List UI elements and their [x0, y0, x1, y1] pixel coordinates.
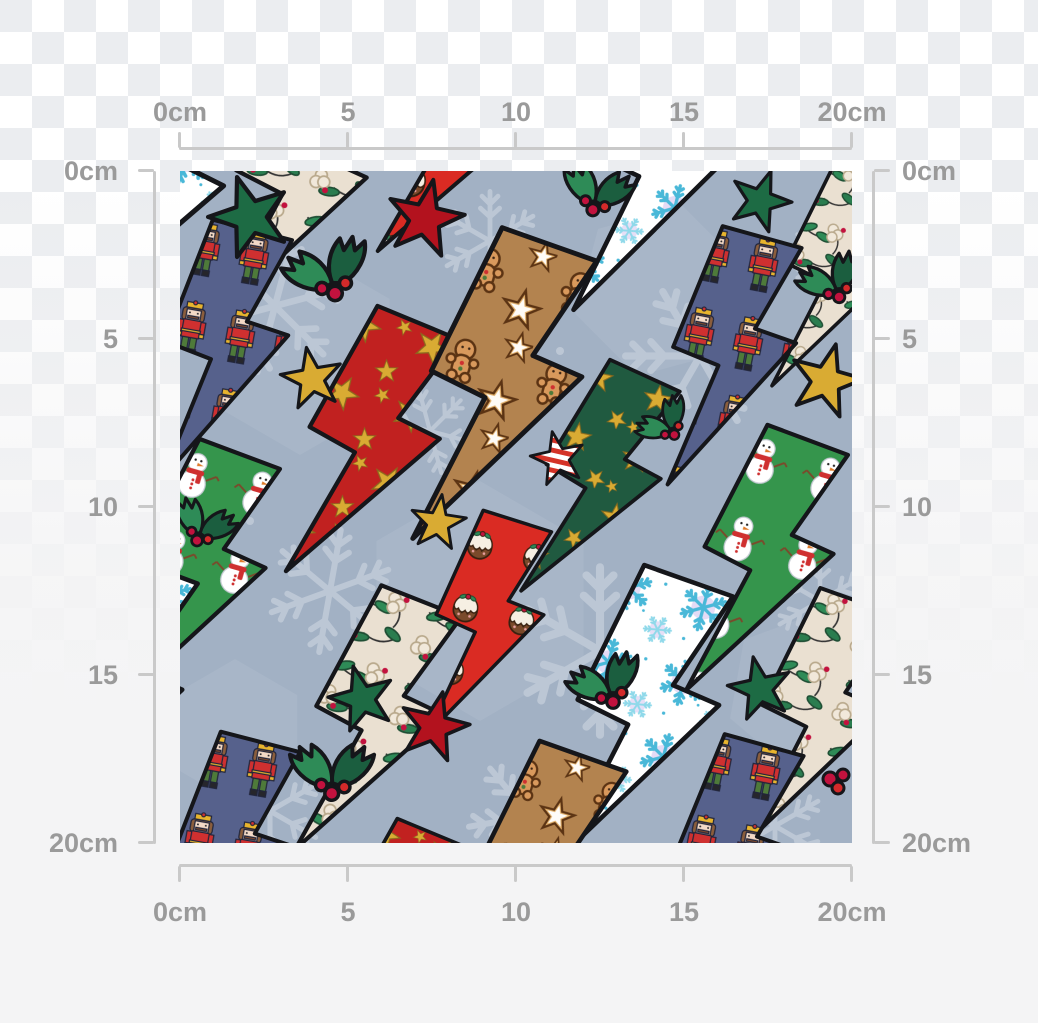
- ruler-tick: [138, 673, 154, 676]
- ruler-top-label: 5: [340, 97, 356, 127]
- ruler-tick: [850, 132, 853, 148]
- fabric-swatch: [180, 171, 852, 843]
- ruler-left-label: 10: [87, 492, 118, 522]
- ruler-right-label: 0cm: [902, 156, 957, 186]
- fabric-pattern-image: [180, 171, 852, 843]
- ruler-tick: [514, 132, 517, 148]
- ruler-tick: [346, 132, 349, 148]
- ruler-tick: [178, 866, 181, 882]
- ruler-tick: [138, 337, 154, 340]
- ruler-top-line: [179, 147, 852, 150]
- ruler-tick: [138, 169, 154, 172]
- ruler-bottom-label: 20cm: [817, 897, 887, 927]
- ruler-top-label: 0cm: [152, 97, 208, 127]
- ruler-left-label: 0cm: [63, 156, 118, 186]
- ruler-top-label: 15: [668, 97, 700, 127]
- ruler-tick: [138, 841, 154, 844]
- ruler-left-label: 20cm: [48, 828, 118, 858]
- ruler-tick: [850, 866, 853, 882]
- ruler-left-line: [153, 171, 156, 844]
- ruler-right-label: 15: [902, 660, 933, 690]
- ruler-top-label: 10: [500, 97, 532, 127]
- ruler-right-label: 5: [902, 324, 918, 354]
- ruler-bottom-label: 10: [500, 897, 532, 927]
- ruler-left-label: 5: [102, 324, 118, 354]
- ruler-right-label: 10: [902, 492, 933, 522]
- ruler-bottom-line: [179, 864, 852, 867]
- ruler-left-label: 15: [87, 660, 118, 690]
- ruler-tick: [874, 841, 890, 844]
- ruler-tick: [682, 866, 685, 882]
- ruler-tick: [514, 866, 517, 882]
- ruler-tick: [138, 505, 154, 508]
- ruler-right-label: 20cm: [902, 828, 972, 858]
- ruler-tick: [346, 866, 349, 882]
- ruler-tick: [682, 132, 685, 148]
- holly-berries: [821, 767, 851, 796]
- ruler-bottom-label: 0cm: [152, 897, 208, 927]
- ruler-tick: [874, 505, 890, 508]
- ruler-bottom-label: 5: [340, 897, 356, 927]
- ruler-tick: [874, 337, 890, 340]
- ruler-right-line: [872, 171, 875, 844]
- holly-sprigs: [180, 171, 852, 806]
- ruler-bottom-label: 15: [668, 897, 700, 927]
- ruler-top-label: 20cm: [817, 97, 887, 127]
- ruler-tick: [874, 169, 890, 172]
- ruler-tick: [874, 673, 890, 676]
- ruler-tick: [178, 132, 181, 148]
